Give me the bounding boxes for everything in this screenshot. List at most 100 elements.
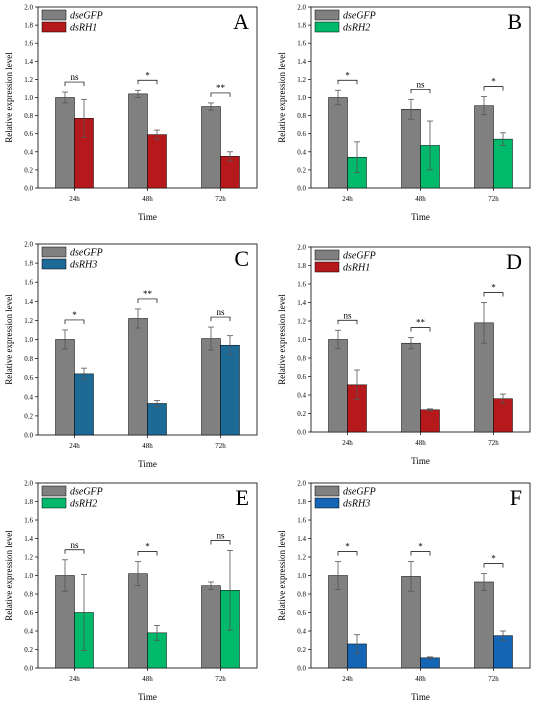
y-tick-label: 1.6 <box>24 279 33 287</box>
legend-swatch <box>41 246 67 258</box>
x-axis-label: Time <box>411 212 430 222</box>
y-tick-label: 0.6 <box>24 374 33 382</box>
y-tick-label: 2.0 <box>24 4 33 12</box>
bar-dsegfp-48h <box>128 573 148 669</box>
y-axis-label: Relative expression level <box>4 52 14 143</box>
x-tick-label: 24h <box>342 195 353 203</box>
bar-dsrh3-48h <box>420 657 440 669</box>
significance-label: ** <box>216 83 226 93</box>
y-tick-label: 0.6 <box>297 130 306 138</box>
x-tick-label: 72h <box>215 675 226 683</box>
y-tick-label: 0.2 <box>297 166 306 174</box>
y-tick-label: 1.2 <box>297 318 306 326</box>
x-tick-label: 24h <box>342 439 353 447</box>
significance-label: * <box>491 77 496 87</box>
y-tick-label: 0.8 <box>24 591 33 599</box>
x-tick-label: 72h <box>215 195 226 203</box>
bar-dsegfp-48h <box>401 109 421 189</box>
bar-dsegfp-48h <box>128 318 148 436</box>
y-tick-label: 0.8 <box>24 355 33 363</box>
legend-label: dsRH3 <box>70 260 97 271</box>
legend-label: dsRH1 <box>343 263 370 274</box>
x-axis-label: Time <box>411 692 430 702</box>
legend-label: dsRH3 <box>343 499 370 510</box>
bar-dsegfp-48h <box>401 342 421 433</box>
y-tick-label: 1.2 <box>297 554 306 562</box>
y-tick-label: 2.0 <box>24 241 33 249</box>
significance-label: * <box>491 554 496 564</box>
significance-label: ns <box>70 72 79 82</box>
significance-bracket <box>210 316 231 322</box>
x-tick-label: 48h <box>142 442 153 450</box>
significance-label: ** <box>416 318 426 328</box>
y-tick-label: 0.2 <box>297 646 306 654</box>
y-tick-label: 1.8 <box>297 22 306 30</box>
bar-dsrh1-48h <box>147 134 167 189</box>
y-tick-label: 0.0 <box>24 185 33 193</box>
y-tick-label: 1.6 <box>24 517 33 525</box>
significance-bracket <box>64 81 85 87</box>
legend-swatch <box>41 497 67 509</box>
y-tick-label: 1.2 <box>24 317 33 325</box>
panel-letter: C <box>234 246 249 271</box>
legend-swatch <box>41 9 67 21</box>
y-tick-label: 0.4 <box>297 628 306 636</box>
bar-dsegfp-72h <box>474 105 494 189</box>
y-tick-label: 1.0 <box>297 94 306 102</box>
significance-label: * <box>418 542 423 552</box>
significance-bracket <box>483 563 504 568</box>
significance-label: ns <box>216 531 225 541</box>
significance-bracket <box>337 319 358 325</box>
significance-bracket <box>64 319 85 324</box>
y-tick-label: 1.4 <box>24 58 33 66</box>
y-tick-label: 1.4 <box>297 535 306 543</box>
y-tick-label: 1.4 <box>297 299 306 307</box>
legend-swatch <box>41 485 67 497</box>
x-tick-label: 48h <box>415 195 426 203</box>
bar-dsegfp-24h <box>328 97 348 189</box>
y-tick-label: 0.6 <box>24 130 33 138</box>
y-tick-label: 0.6 <box>24 609 33 617</box>
y-tick-label: 0.4 <box>24 628 33 636</box>
significance-label: ns <box>416 79 425 89</box>
significance-label: ns <box>343 310 352 320</box>
significance-bracket <box>137 551 158 556</box>
panel-letter: B <box>507 9 522 34</box>
bar-dsrh1-48h <box>420 409 440 433</box>
x-axis-label: Time <box>138 459 157 469</box>
significance-bracket <box>337 551 358 556</box>
y-tick-label: 0.4 <box>24 393 33 401</box>
x-tick-label: 72h <box>488 439 499 447</box>
x-tick-label: 24h <box>69 675 80 683</box>
y-tick-label: 1.8 <box>297 262 306 270</box>
panel-b: 0.0 0.2 0.4 0.6 0.8 1.0 1.2 1.4 1.6 1.8 2.0 Relativ… <box>277 4 531 222</box>
y-tick-label: 0.4 <box>297 392 306 400</box>
significance-bracket <box>137 79 158 85</box>
y-tick-label: 1.8 <box>297 498 306 506</box>
y-tick-label: 1.6 <box>297 517 306 525</box>
y-axis-label: Relative expression level <box>4 530 14 621</box>
y-tick-label: 1.4 <box>24 535 33 543</box>
bar-dsegfp-72h <box>201 338 221 436</box>
y-tick-label: 0.0 <box>297 185 306 193</box>
y-tick-label: 0.6 <box>297 373 306 381</box>
bar-dsrh3-24h <box>74 373 94 436</box>
significance-bracket <box>410 551 431 556</box>
significance-bracket <box>210 92 231 97</box>
significance-label: * <box>345 542 350 552</box>
y-tick-label: 1.6 <box>24 40 33 48</box>
bar-dsegfp-72h <box>201 106 221 189</box>
x-tick-label: 48h <box>142 675 153 683</box>
y-tick-label: 0.0 <box>24 665 33 673</box>
x-tick-label: 48h <box>415 675 426 683</box>
significance-label: ** <box>143 289 153 299</box>
panel-a: 0.0 0.2 0.4 0.6 0.8 1.0 1.2 1.4 1.6 1.8 2.0 Relativ… <box>4 4 258 222</box>
y-axis-label: Relative expression level <box>277 294 287 385</box>
legend-swatch <box>314 497 340 509</box>
y-tick-label: 1.6 <box>297 281 306 289</box>
panel-d: 0.0 0.2 0.4 0.6 0.8 1.0 1.2 1.4 1.6 1.8 2.0 Relativ… <box>277 244 531 466</box>
legend-label: dseGFP <box>343 487 376 498</box>
bar-dsegfp-72h <box>474 581 494 669</box>
bar-dsegfp-24h <box>55 97 75 189</box>
